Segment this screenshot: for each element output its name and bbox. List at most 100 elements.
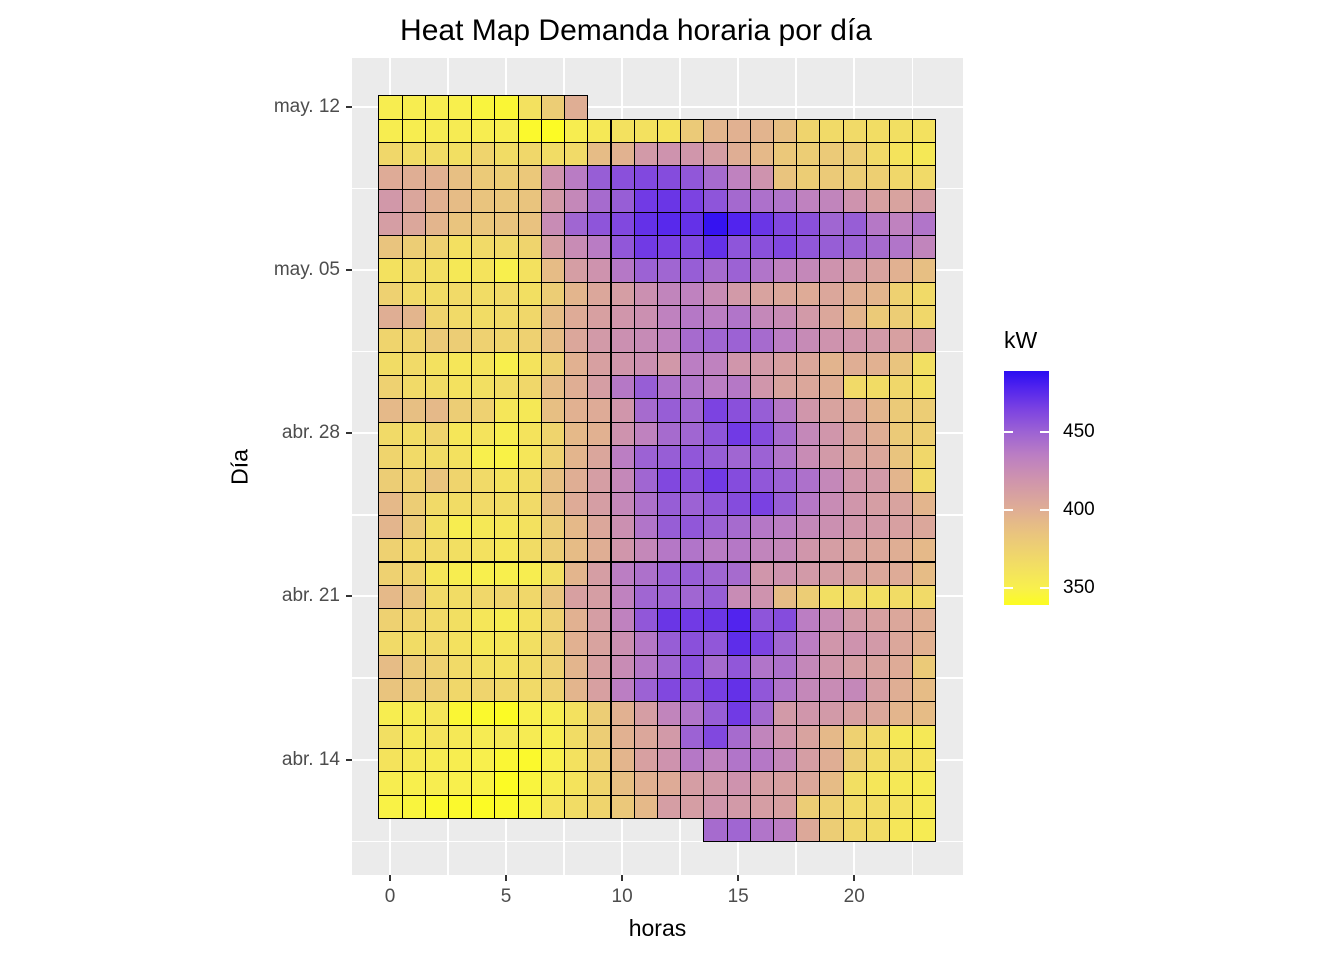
heatmap-cell	[610, 258, 635, 283]
heatmap-cell	[772, 608, 798, 633]
heatmap-cell	[865, 678, 890, 703]
heatmap-cell	[471, 631, 496, 656]
y-tick-mark	[346, 105, 352, 108]
heatmap-cell	[749, 118, 774, 143]
heatmap-cell	[772, 188, 798, 213]
heatmap-cell	[401, 328, 426, 353]
heatmap-cell	[587, 794, 612, 819]
heatmap-cell	[889, 398, 914, 423]
heatmap-cell	[865, 421, 890, 446]
heatmap-cell	[378, 258, 403, 283]
y-tick-label: abr. 21	[281, 585, 340, 607]
heatmap-cell	[889, 305, 914, 330]
heatmap-cell	[448, 608, 473, 633]
heatmap-cell	[378, 608, 403, 633]
heatmap-cell	[494, 375, 519, 400]
heatmap-cell	[378, 771, 403, 796]
heatmap-cell	[796, 584, 821, 610]
heatmap-cell	[796, 817, 821, 843]
heatmap-cell	[587, 701, 612, 726]
heatmap-cell	[471, 468, 496, 493]
legend-tick-label: 450	[1063, 420, 1095, 442]
heatmap-cell	[633, 235, 658, 260]
heatmap-cell	[726, 724, 751, 749]
heatmap-cell	[865, 165, 890, 190]
heatmap-cell	[912, 514, 937, 540]
heatmap-cell	[772, 328, 798, 353]
heatmap-cell	[912, 398, 937, 423]
heatmap-cell	[587, 561, 612, 586]
heatmap-cell	[401, 351, 426, 376]
heatmap-cell	[680, 421, 705, 446]
heatmap-cell	[726, 608, 751, 633]
heatmap-cell	[471, 305, 496, 330]
heatmap-cell	[796, 654, 821, 680]
heatmap-cell	[540, 188, 566, 213]
heatmap-cell	[865, 328, 890, 353]
heatmap-cell	[540, 258, 566, 283]
heatmap-cell	[494, 305, 519, 330]
heatmap-cell	[587, 375, 612, 400]
heatmap-cell	[703, 514, 728, 540]
chart-title: Heat Map Demanda horaria por día	[400, 14, 872, 47]
heatmap-cell	[726, 305, 751, 330]
heatmap-cell	[448, 141, 473, 167]
heatmap-cell	[424, 701, 450, 726]
heatmap-cell	[540, 654, 566, 680]
heatmap-cell	[564, 794, 589, 819]
heatmap-cell	[494, 211, 519, 237]
heatmap-cell	[517, 95, 542, 120]
heatmap-cell	[912, 608, 937, 633]
heatmap-cell	[796, 211, 821, 237]
heatmap-cell	[656, 584, 682, 610]
heatmap-cell	[656, 771, 682, 796]
heatmap-cell	[633, 351, 658, 376]
heatmap-cell	[424, 678, 450, 703]
heatmap-cell	[796, 678, 821, 703]
heatmap-cell	[889, 328, 914, 353]
heatmap-cell	[633, 141, 658, 167]
heatmap-cell	[471, 514, 496, 540]
heatmap-cell	[865, 747, 890, 773]
heatmap-cell	[680, 328, 705, 353]
heatmap-cell	[912, 351, 937, 376]
heatmap-cell	[912, 701, 937, 726]
heatmap-cell	[401, 724, 426, 749]
heatmap-cell	[424, 771, 450, 796]
heatmap-cell	[726, 281, 751, 307]
x-tick-label: 20	[843, 886, 865, 907]
heatmap-cell	[656, 375, 682, 400]
heatmap-cell	[378, 584, 403, 610]
heatmap-cell	[424, 281, 450, 307]
heatmap-cell	[564, 747, 589, 773]
heatmap-cell	[564, 514, 589, 540]
heatmap-cell	[448, 678, 473, 703]
heatmap-cell	[448, 95, 473, 120]
heatmap-cell	[842, 747, 867, 773]
heatmap-cell	[610, 747, 635, 773]
heatmap-cell	[448, 118, 473, 143]
heatmap-cell	[494, 491, 519, 516]
y-tick-label: may. 05	[273, 259, 340, 281]
heatmap-cell	[540, 211, 566, 237]
heatmap-cell	[424, 631, 450, 656]
heatmap-cell	[656, 118, 682, 143]
heatmap-cell	[610, 678, 635, 703]
heatmap-cell	[587, 398, 612, 423]
legend-tick-mark	[1004, 508, 1013, 511]
heatmap-cell	[796, 235, 821, 260]
heatmap-cell	[424, 328, 450, 353]
heatmap-cell	[517, 608, 542, 633]
heatmap-cell	[912, 188, 937, 213]
heatmap-cell	[517, 678, 542, 703]
heatmap-cell	[587, 211, 612, 237]
heatmap-cell	[378, 118, 403, 143]
heatmap-cell	[378, 631, 403, 656]
heatmap-cell	[680, 678, 705, 703]
heatmap-cell	[749, 258, 774, 283]
heatmap-cell	[517, 305, 542, 330]
heatmap-cell	[378, 468, 403, 493]
legend-tick-mark	[1040, 430, 1049, 433]
heatmap-cell	[680, 491, 705, 516]
heatmap-cell	[633, 654, 658, 680]
